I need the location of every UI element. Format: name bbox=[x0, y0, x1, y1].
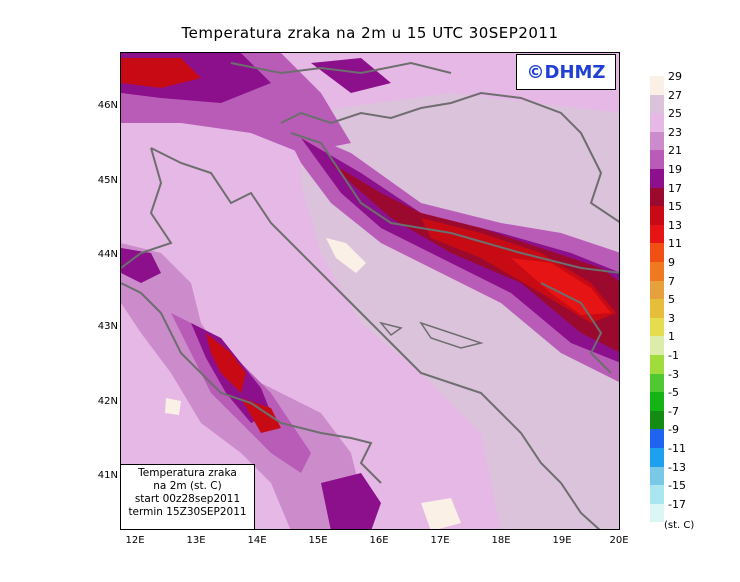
legend-swatch bbox=[650, 448, 664, 467]
legend-label: 23 bbox=[668, 125, 682, 139]
lon-label: 12E bbox=[125, 535, 145, 546]
legend-swatch bbox=[650, 187, 664, 207]
lon-label: 16E bbox=[369, 535, 389, 546]
legend-label: 25 bbox=[668, 107, 682, 121]
legend-label: -11 bbox=[668, 442, 686, 455]
legend-label: 3 bbox=[668, 311, 675, 325]
legend-label: -1 bbox=[668, 349, 679, 362]
lat-label: 44N bbox=[97, 249, 118, 260]
temperature-field bbox=[121, 53, 619, 529]
legend-swatch bbox=[650, 243, 664, 262]
legend-label: -5 bbox=[668, 386, 679, 400]
legend-swatch bbox=[650, 280, 664, 300]
legend-label: -3 bbox=[668, 367, 679, 381]
lat-label: 41N bbox=[97, 470, 118, 481]
lon-label: 18E bbox=[491, 535, 511, 546]
legend-swatch bbox=[650, 355, 664, 374]
legend-label: 21 bbox=[668, 144, 682, 158]
dhmz-logo: ©DHMZ bbox=[516, 54, 616, 90]
legend-label: 13 bbox=[668, 218, 682, 232]
legend-label: 15 bbox=[668, 200, 682, 214]
info-line-termin: termin 15Z30SEP2011 bbox=[128, 506, 247, 518]
lon-label: 17E bbox=[430, 535, 450, 546]
legend-unit: (st. C) bbox=[664, 520, 695, 531]
legend-swatch bbox=[650, 206, 664, 225]
legend-label: 19 bbox=[668, 163, 682, 176]
lat-label: 45N bbox=[97, 175, 118, 186]
legend-label: 27 bbox=[668, 88, 682, 102]
lat-label: 42N bbox=[97, 396, 118, 407]
temperature-map bbox=[120, 52, 620, 530]
legend-label: -15 bbox=[668, 479, 686, 493]
legend-swatch bbox=[650, 150, 664, 169]
legend-swatch bbox=[650, 317, 664, 337]
lon-label: 19E bbox=[552, 535, 572, 546]
lon-label: 13E bbox=[186, 535, 206, 546]
legend-swatch bbox=[650, 373, 664, 393]
legend-label: 7 bbox=[668, 274, 675, 288]
legend-swatch bbox=[650, 410, 664, 430]
legend-swatch bbox=[650, 503, 664, 523]
legend-swatch bbox=[650, 429, 664, 448]
legend-swatch bbox=[650, 76, 664, 95]
legend-swatch bbox=[650, 94, 664, 114]
info-line-start: start 00z28sep2011 bbox=[134, 493, 241, 505]
legend-label: 5 bbox=[668, 293, 675, 307]
legend-label: -13 bbox=[668, 460, 686, 474]
info-line-variable: Temperatura zraka bbox=[138, 467, 237, 479]
legend-label: 17 bbox=[668, 181, 682, 195]
legend-swatch bbox=[650, 131, 664, 151]
lat-label: 46N bbox=[97, 100, 118, 111]
legend-swatch bbox=[650, 113, 664, 132]
map-title: Temperatura zraka na 2m u 15 UTC 30SEP20… bbox=[181, 24, 559, 42]
legend-swatch bbox=[650, 169, 664, 188]
legend-label: 9 bbox=[668, 256, 675, 269]
legend-label: 11 bbox=[668, 237, 682, 251]
lon-label: 20E bbox=[609, 535, 629, 546]
legend-label: 1 bbox=[668, 330, 675, 344]
legend-label: 29 bbox=[668, 70, 682, 83]
legend-label: -9 bbox=[668, 423, 679, 437]
map-info-box: Temperatura zraka na 2m (st. C) start 00… bbox=[121, 464, 255, 529]
info-line-units: na 2m (st. C) bbox=[153, 480, 222, 492]
legend-swatch bbox=[650, 299, 664, 318]
legend-label: -7 bbox=[668, 404, 679, 418]
lon-label: 15E bbox=[308, 535, 328, 546]
legend-swatch bbox=[650, 336, 664, 355]
lon-label: 14E bbox=[247, 535, 267, 546]
legend-label: -17 bbox=[668, 497, 686, 511]
legend-swatch bbox=[650, 262, 664, 281]
lat-label: 43N bbox=[97, 321, 118, 332]
legend-swatch bbox=[650, 392, 664, 411]
legend-swatch bbox=[650, 224, 664, 244]
legend-swatch bbox=[650, 466, 664, 486]
legend-swatch bbox=[650, 485, 664, 504]
